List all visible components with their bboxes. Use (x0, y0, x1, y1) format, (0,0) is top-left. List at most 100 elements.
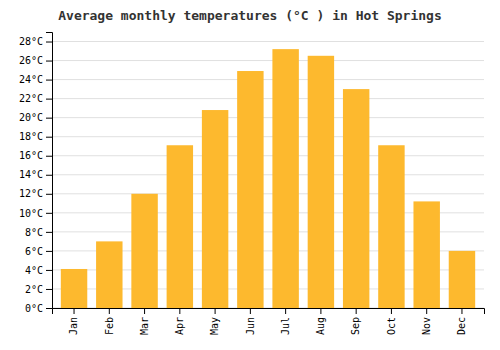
y-tick: 16°C (19, 150, 52, 161)
x-tick-mark (391, 308, 392, 314)
x-tick: Feb (104, 308, 115, 335)
y-tick-label: 18°C (19, 131, 43, 142)
y-tick-label: 14°C (19, 169, 43, 180)
x-tick: Dec (456, 308, 467, 335)
bars (61, 49, 475, 308)
y-tick-mark (46, 175, 52, 176)
x-tick: Jul (280, 308, 291, 335)
y-tick-mark (46, 308, 52, 309)
x-tick-label: Feb (104, 317, 115, 335)
bar (167, 145, 193, 308)
y-tick-label: 0°C (25, 303, 43, 314)
y-tick-label: 20°C (19, 112, 43, 123)
y-tick-mark (46, 80, 52, 81)
y-tick: 2°C (25, 284, 52, 295)
bar (96, 241, 122, 308)
y-tick: 18°C (19, 131, 52, 142)
grid (52, 42, 484, 308)
bar (378, 145, 404, 308)
x-tick-mark (74, 308, 75, 314)
x-tick-label: May (209, 317, 220, 335)
grid-line (52, 155, 484, 156)
x-tick-label: Jun (245, 317, 256, 335)
y-tick: 10°C (19, 208, 52, 219)
x-tick-mark (144, 308, 145, 314)
y-tick-label: 12°C (19, 188, 43, 199)
x-tick-mark (356, 308, 357, 314)
x-tick: Apr (174, 308, 185, 335)
y-tick: 0°C (25, 303, 52, 314)
grid-line (52, 117, 484, 118)
y-tick: 22°C (19, 93, 52, 104)
y-tick-mark (46, 156, 52, 157)
chart-svg: 0°C 2°C 4°C 6°C 8°C 10°C 12°C 14°C 16°C 18°C 20°C 2… (0, 0, 500, 350)
y-tick-mark (46, 289, 52, 290)
x-tick-label: Apr (174, 317, 185, 335)
x-axis-line (53, 309, 485, 315)
y-tick-mark (46, 194, 52, 195)
y-tick: 4°C (25, 265, 52, 276)
plot-area: 0°C 2°C 4°C 6°C 8°C 10°C 12°C 14°C 16°C 18°C 20°C 2… (19, 33, 485, 336)
grid-line (52, 79, 484, 80)
y-tick-label: 28°C (19, 36, 43, 47)
y-axis: 0°C 2°C 4°C 6°C 8°C 10°C 12°C 14°C 16°C 18°C 20°C 2… (19, 33, 53, 314)
y-tick-label: 4°C (25, 265, 43, 276)
x-tick-mark (250, 308, 251, 314)
y-tick-label: 10°C (19, 208, 43, 219)
grid-line (52, 60, 484, 61)
bar (308, 56, 334, 308)
y-tick-label: 8°C (25, 227, 43, 238)
x-tick-label: Aug (315, 317, 326, 335)
chart-container: 0°C 2°C 4°C 6°C 8°C 10°C 12°C 14°C 16°C 18°C 20°C 2… (0, 0, 500, 350)
y-tick: 28°C (19, 36, 52, 47)
y-tick-mark (46, 137, 52, 138)
x-tick-mark (109, 308, 110, 314)
x-tick-label: Dec (456, 317, 467, 335)
bar (413, 201, 439, 308)
x-tick: Aug (315, 308, 326, 335)
x-tick: Nov (421, 308, 432, 335)
x-tick-mark (426, 308, 427, 314)
y-tick-label: 2°C (25, 284, 43, 295)
y-tick-label: 6°C (25, 246, 43, 257)
grid-line (52, 174, 484, 175)
grid-line (52, 193, 484, 194)
bar (272, 49, 298, 308)
bar (202, 110, 228, 308)
x-tick-mark (215, 308, 216, 314)
grid-line (52, 136, 484, 137)
x-tick: Sep (350, 308, 361, 335)
x-tick-mark (461, 308, 462, 314)
y-tick: 8°C (25, 227, 52, 238)
x-tick-label: Sep (350, 317, 361, 335)
y-tick-mark (46, 99, 52, 100)
y-tick-mark (46, 213, 52, 214)
x-tick-label: Mar (139, 317, 150, 335)
x-tick-mark (285, 308, 286, 314)
y-tick-mark (46, 118, 52, 119)
bar (237, 71, 263, 308)
x-tick: Jun (245, 308, 256, 335)
x-tick-mark (179, 308, 180, 314)
grid-line (52, 98, 484, 99)
y-tick-mark (46, 61, 52, 62)
y-tick-mark (46, 270, 52, 271)
y-tick-label: 22°C (19, 93, 43, 104)
y-tick-mark (46, 42, 52, 43)
y-tick: 6°C (25, 246, 52, 257)
x-tick: Jan (68, 308, 79, 335)
x-tick-mark (320, 308, 321, 314)
y-axis-line (46, 33, 53, 309)
y-tick-label: 16°C (19, 150, 43, 161)
x-axis: Jan Feb Mar Apr May Jun Jul Aug Sep Oct Nov Dec (53, 308, 485, 335)
x-tick-label: Oct (386, 317, 397, 335)
x-tick-label: Jul (280, 317, 291, 335)
y-tick-label: 26°C (19, 55, 43, 66)
x-tick: Oct (386, 308, 397, 335)
y-tick: 26°C (19, 55, 52, 66)
y-tick-label: 24°C (19, 74, 43, 85)
bar (61, 269, 87, 308)
y-tick-mark (46, 251, 52, 252)
y-tick: 12°C (19, 188, 52, 199)
bar (449, 251, 475, 308)
